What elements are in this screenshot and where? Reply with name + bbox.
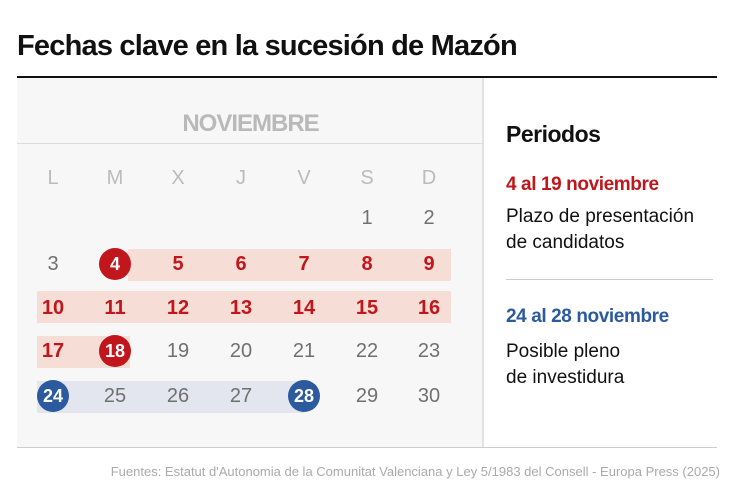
period-day: 14 — [292, 297, 316, 319]
calendar-day: 20 — [229, 340, 253, 362]
period-day: 15 — [355, 297, 379, 319]
weekday-header: V — [297, 167, 311, 189]
legend-divider — [506, 279, 713, 280]
period-day: 10 — [41, 297, 65, 319]
weekday-header: S — [360, 167, 374, 189]
calendar-day: 25 — [103, 385, 127, 407]
period-day: 17 — [41, 340, 65, 362]
period-2-line2: de investidura — [506, 367, 625, 388]
legend-title: Periodos — [506, 121, 601, 147]
period-1-line1: Plazo de presentación — [506, 206, 695, 227]
source-note: Fuentes: Estatut d'Autonomia de la Comun… — [110, 464, 720, 479]
calendar-day: 26 — [166, 385, 190, 407]
highlighted-day: 18 — [99, 335, 131, 367]
period-2-description: Posible pleno de investidura — [506, 339, 726, 391]
weekday-header: D — [421, 167, 437, 189]
chart-title: Fechas clave en la sucesión de Mazón — [17, 30, 518, 62]
period-2-line1: Posible pleno — [506, 341, 621, 362]
period-highlight-band — [37, 291, 451, 323]
calendar-day: 30 — [417, 385, 441, 407]
period-highlight-band — [37, 381, 304, 413]
weekday-header: J — [236, 167, 246, 189]
period-day: 11 — [104, 297, 126, 319]
calendar-day: 1 — [361, 207, 373, 229]
calendar-day: 22 — [355, 340, 379, 362]
period-day: 16 — [417, 297, 441, 319]
period-day: 7 — [298, 253, 310, 275]
highlighted-day: 28 — [288, 380, 320, 412]
period-day: 5 — [172, 253, 184, 275]
calendar-day: 21 — [292, 340, 316, 362]
period-day: 6 — [235, 253, 247, 275]
period-day: 9 — [423, 253, 435, 275]
period-day: 8 — [361, 253, 373, 275]
period-day: 13 — [229, 297, 253, 319]
calendar-day: 3 — [47, 253, 59, 275]
weekday-header: M — [106, 167, 124, 189]
calendar-day: 29 — [355, 385, 379, 407]
title-rule — [17, 76, 717, 78]
calendar-day: 19 — [166, 340, 190, 362]
calendar-day: 2 — [423, 207, 435, 229]
calendar-day: 27 — [229, 385, 253, 407]
weekday-header: L — [47, 167, 59, 189]
calendar-day: 23 — [417, 340, 441, 362]
weekday-header: X — [171, 167, 185, 189]
period-1-description: Plazo de presentación de candidatos — [506, 204, 726, 256]
period-1-line2: de candidatos — [506, 232, 625, 253]
period-1-range: 4 al 19 noviembre — [506, 174, 659, 195]
highlighted-day: 24 — [37, 380, 69, 412]
month-divider — [17, 143, 484, 144]
highlighted-day: 4 — [99, 248, 131, 280]
period-2-range: 24 al 28 noviembre — [506, 306, 669, 327]
period-day: 12 — [166, 297, 190, 319]
month-label: NOVIEMBRE — [182, 110, 319, 137]
bottom-rule — [17, 447, 717, 448]
period-highlight-band — [128, 249, 451, 281]
